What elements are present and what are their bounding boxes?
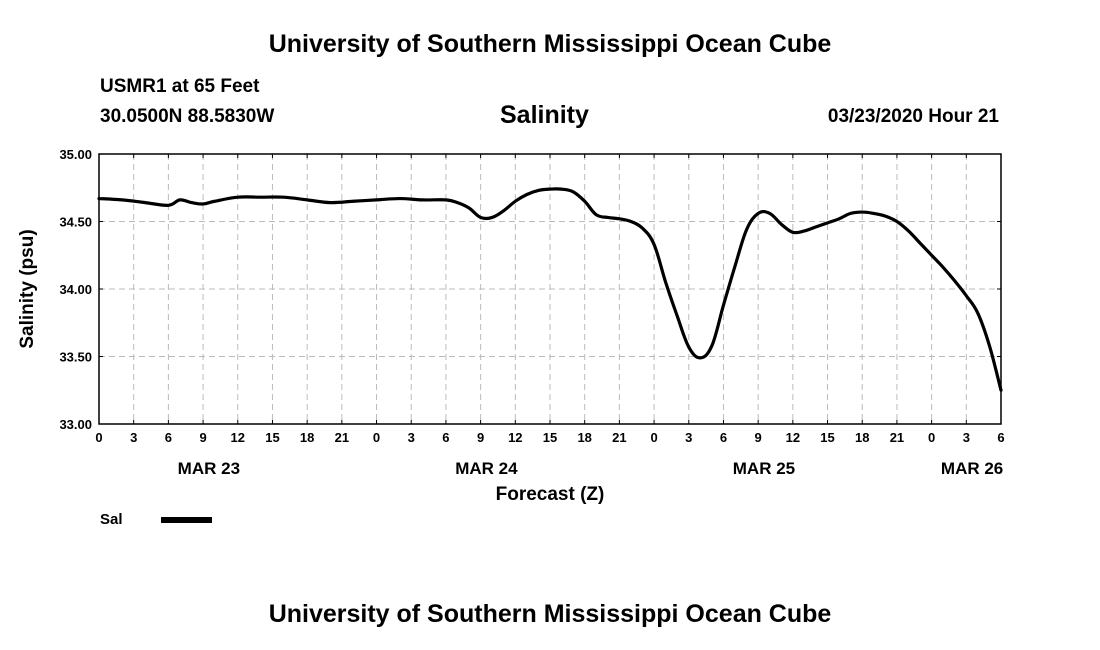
- day-label: MAR 26: [941, 459, 1003, 478]
- x-tick-label: 9: [477, 430, 484, 445]
- x-tick-label: 6: [997, 430, 1004, 445]
- x-tick-label: 6: [442, 430, 449, 445]
- y-tick-label: 33.00: [59, 417, 92, 432]
- x-tick-label: 12: [786, 430, 800, 445]
- x-tick-label: 21: [612, 430, 626, 445]
- x-tick-label: 6: [720, 430, 727, 445]
- x-tick-label: 3: [963, 430, 970, 445]
- x-tick-label: 18: [855, 430, 869, 445]
- salinity-line: [97, 187, 1003, 392]
- x-tick-label: 18: [577, 430, 591, 445]
- coordinates-label: 30.0500N 88.5830W: [100, 106, 275, 127]
- station-label: USMR1 at 65 Feet: [100, 76, 260, 97]
- day-label: MAR 23: [178, 459, 240, 478]
- chart-title: Salinity: [500, 101, 589, 129]
- footer-title: University of Southern Mississippi Ocean…: [268, 600, 832, 628]
- x-tick-label: 15: [265, 430, 279, 445]
- legend-label: Sal: [100, 511, 123, 528]
- x-tick-label: 15: [820, 430, 834, 445]
- forecast-datetime: 03/23/2020 Hour 21: [827, 106, 999, 127]
- y-axis-label: Salinity (psu): [17, 229, 38, 348]
- x-tick-label: 6: [165, 430, 172, 445]
- x-tick-label: 9: [755, 430, 762, 445]
- y-tick-label: 34.50: [59, 215, 92, 230]
- y-tick-label: 33.50: [59, 350, 92, 365]
- x-tick-label: 3: [408, 430, 415, 445]
- x-tick-label: 21: [890, 430, 904, 445]
- y-tick-label: 34.00: [59, 282, 92, 297]
- ticks: 0 3 6 9 12 15 18 21 0 3 6 9 12 15 18 21 0 3 6 9 12 15 18 21 0 3 6 3…: [59, 147, 1004, 478]
- page-title: University of Southern Mississippi Ocean…: [268, 30, 832, 58]
- x-tick-label: 0: [928, 430, 935, 445]
- grid: [99, 154, 1001, 424]
- x-tick-label: 18: [300, 430, 314, 445]
- day-label: MAR 25: [733, 459, 795, 478]
- x-tick-label: 12: [508, 430, 522, 445]
- y-tick-label: 35.00: [59, 147, 92, 162]
- x-tick-label: 0: [95, 430, 102, 445]
- x-tick-label: 0: [373, 430, 380, 445]
- x-tick-label: 12: [231, 430, 245, 445]
- x-tick-label: 3: [130, 430, 137, 445]
- x-axis-label: Forecast (Z): [496, 484, 605, 505]
- x-tick-label: 3: [685, 430, 692, 445]
- x-tick-label: 21: [335, 430, 349, 445]
- x-tick-label: 9: [199, 430, 206, 445]
- x-tick-label: 15: [543, 430, 557, 445]
- x-tick-label: 0: [650, 430, 657, 445]
- legend-swatch: [161, 517, 212, 523]
- day-label: MAR 24: [455, 459, 518, 478]
